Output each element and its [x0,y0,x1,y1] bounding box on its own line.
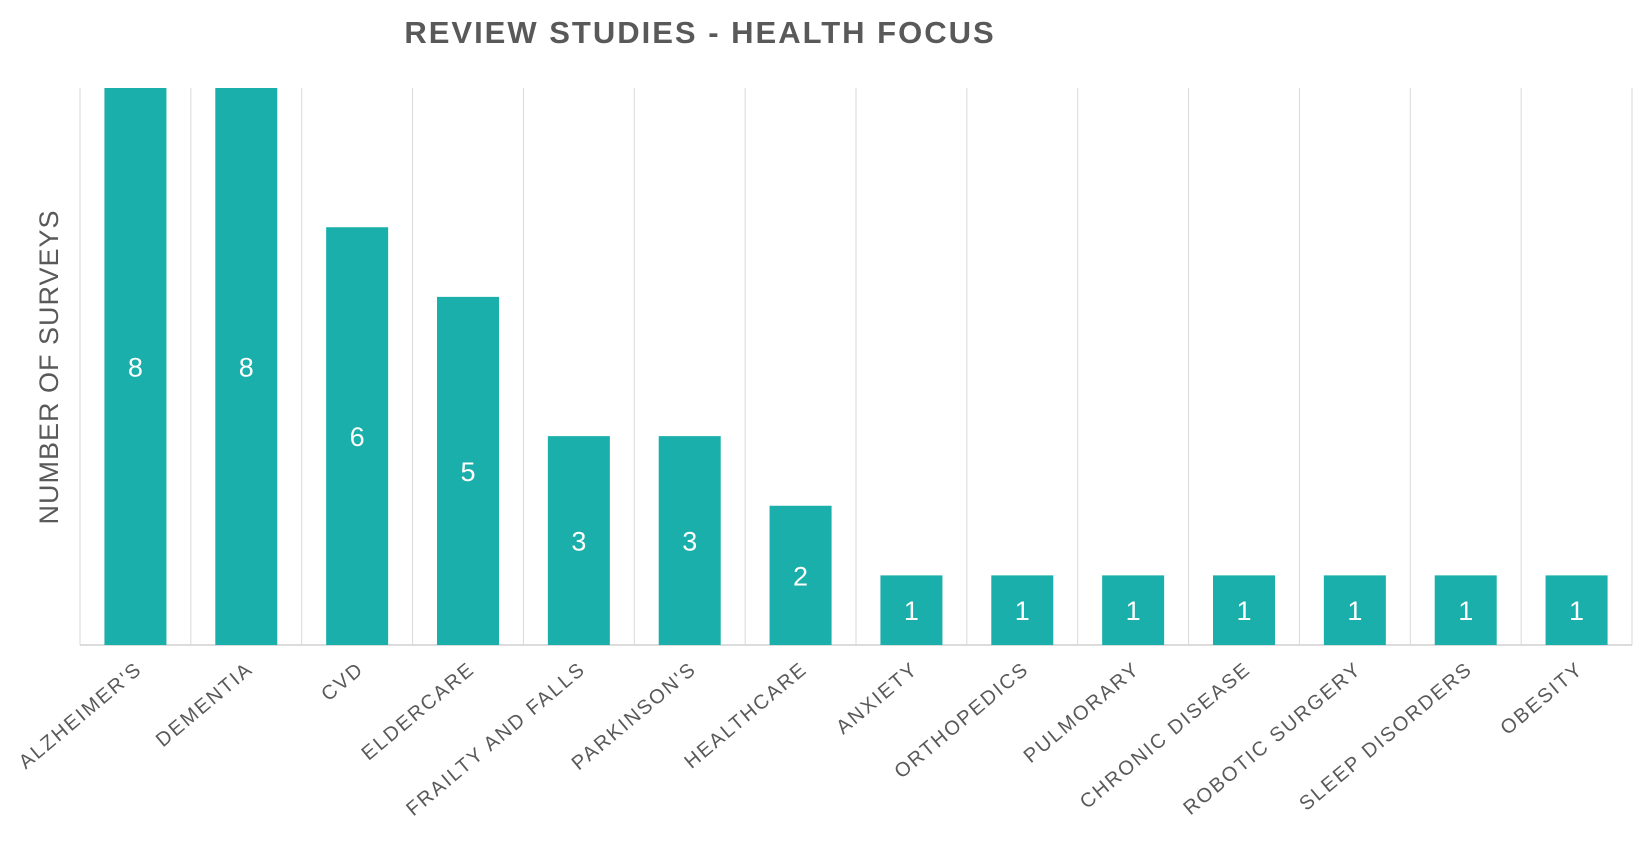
data-label: 3 [571,527,586,557]
x-tick-label: CVD [317,658,368,706]
data-label: 1 [1347,596,1362,626]
data-label: 8 [239,353,254,383]
x-tick-label: OBESITY [1497,658,1588,740]
bars: 8 8 6 5 3 3 2 1 1 1 1 1 1 1 [104,88,1608,645]
bar [326,227,389,645]
data-label: 2 [793,561,808,591]
bar [1213,575,1275,645]
bar [991,575,1054,645]
bar [547,436,610,645]
x-tick-label: PULMORARY [1020,658,1145,768]
bar [658,436,721,645]
data-label: 1 [1458,596,1473,626]
x-tick-label: DEMENTIA [152,658,258,752]
gridlines [79,88,1633,645]
bar [1545,575,1608,645]
data-label: 6 [350,422,365,452]
bar [1323,575,1386,645]
data-label: 1 [1569,596,1584,626]
data-label: 1 [1015,596,1030,626]
bar [1102,575,1165,645]
data-label: 1 [1236,596,1251,626]
bar [104,88,167,645]
bar [1434,575,1497,645]
data-label: 3 [682,527,697,557]
chart-title: REVIEW STUDIES - HEALTH FOCUS [404,15,995,50]
bar [769,505,832,645]
x-tick-label: ANXIETY [832,658,922,739]
y-axis-label: NUMBER OF SURVEYS [34,209,64,524]
x-tick-label: ELDERCARE [358,658,480,765]
x-tick-label: ROBOTIC SURGERY [1179,658,1366,820]
bar [437,296,499,645]
data-label: 1 [1126,596,1141,626]
data-label: 1 [904,596,919,626]
x-tick-label: FRAILTY AND FALLS [402,658,590,821]
x-tick-label: ALZHEIMER'S [15,658,147,774]
bar [215,88,278,645]
data-label: 8 [128,353,143,383]
bar [880,575,943,645]
data-label: 5 [460,457,475,487]
